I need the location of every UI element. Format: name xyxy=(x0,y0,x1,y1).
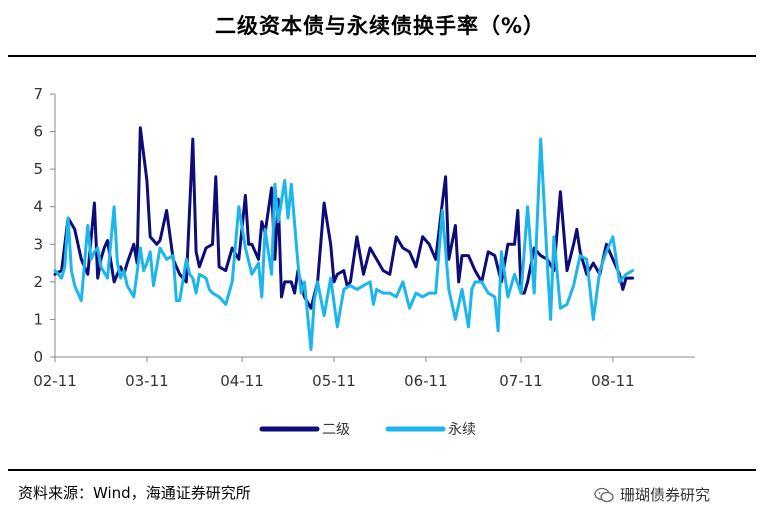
series-line-perpetual xyxy=(53,137,635,351)
watermark-text: 珊瑚债券研究 xyxy=(620,486,711,504)
x-tick-label: 07-11 xyxy=(499,372,543,390)
chart-title: 二级资本债与永续债换手率（%） xyxy=(214,14,546,38)
x-tick-label: 02-11 xyxy=(33,372,77,390)
top-rule xyxy=(8,55,756,57)
chart-axes: 0 1 2 3 4 5 6 7 02-11 03-11 04-11 05-11 06-11 07-11 08… xyxy=(33,85,695,390)
y-tick-label: 0 xyxy=(33,348,43,366)
y-tick-label: 2 xyxy=(33,273,43,291)
x-tick-label: 08-11 xyxy=(591,372,635,390)
x-tick-label: 04-11 xyxy=(220,372,264,390)
x-tick-label: 05-11 xyxy=(312,372,356,390)
legend-label: 二级 xyxy=(322,422,350,438)
y-tick-label: 6 xyxy=(33,123,43,141)
wechat-icon xyxy=(594,487,614,502)
legend: 二级 永续 xyxy=(259,421,476,438)
source-note: 资料来源：Wind，海通证券研究所 xyxy=(18,484,251,502)
bottom-rule xyxy=(8,469,756,471)
y-tick-label: 7 xyxy=(33,85,43,103)
y-tick-label: 1 xyxy=(33,310,43,328)
y-tick-label: 4 xyxy=(33,198,43,216)
x-tick-label: 06-11 xyxy=(404,372,448,390)
legend-label: 永续 xyxy=(448,421,476,438)
y-tick-label: 3 xyxy=(33,235,43,253)
x-tick-label: 03-11 xyxy=(125,372,169,390)
watermark: 珊瑚债券研究 xyxy=(594,484,710,505)
series-layer xyxy=(53,126,635,351)
series-line-tier2 xyxy=(53,126,635,310)
y-tick-label: 5 xyxy=(33,160,43,178)
